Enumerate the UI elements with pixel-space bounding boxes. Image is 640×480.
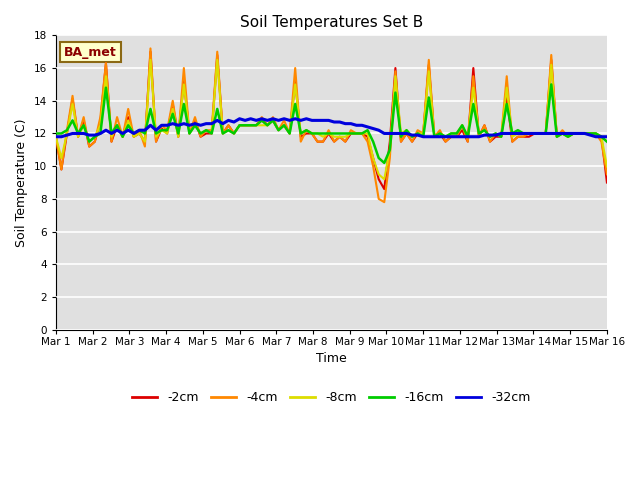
- Title: Soil Temperatures Set B: Soil Temperatures Set B: [240, 15, 423, 30]
- Text: BA_met: BA_met: [64, 46, 117, 59]
- Legend: -2cm, -4cm, -8cm, -16cm, -32cm: -2cm, -4cm, -8cm, -16cm, -32cm: [127, 386, 536, 409]
- Y-axis label: Soil Temperature (C): Soil Temperature (C): [15, 118, 28, 247]
- X-axis label: Time: Time: [316, 352, 347, 365]
